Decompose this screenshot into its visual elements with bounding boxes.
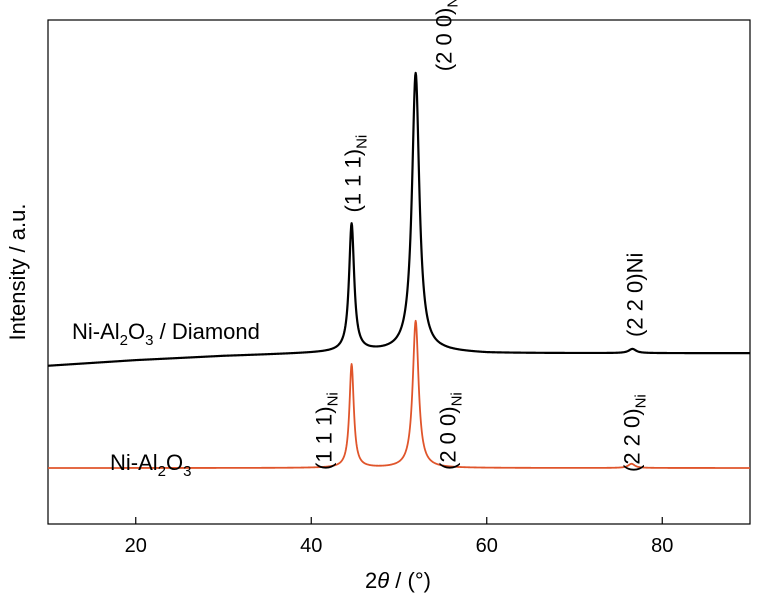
peak-label-ni-al2o3-1: (2 0 0)Ni: [436, 392, 466, 470]
x-axis-label-theta: θ: [377, 568, 389, 593]
x-tick-label-40: 40: [300, 535, 322, 557]
x-tick-label-20: 20: [125, 535, 147, 557]
peak-label-ni-al2o3-0: (1 1 1)Ni: [312, 392, 342, 470]
x-axis-label-unit: / (°): [389, 568, 431, 593]
peak-label-ni-al2o3-diamond-2: (2 2 0)Ni: [622, 253, 647, 337]
series-line-ni-al2o3-diamond: [47, 71, 751, 367]
x-tick-label-80: 80: [651, 535, 673, 557]
x-axis: 20 40 60 80: [125, 517, 673, 557]
peak-label-ni-al2o3-diamond-1: (2 0 0)Ni: [432, 0, 462, 71]
series-label-ni-al2o3-diamond: Ni-Al2O3 / Diamond: [72, 319, 260, 349]
series-line-ni-al2o3: [47, 319, 751, 469]
peak-label-ni-al2o3-diamond-0: (1 1 1)Ni: [341, 135, 371, 213]
y-axis-label: Intensity / a.u.: [5, 204, 30, 341]
series-label-ni-al2o3: Ni-Al2O3: [110, 450, 191, 480]
peak-label-ni-al2o3-2: (2 2 0)Ni: [620, 394, 650, 472]
series-layer: [47, 71, 751, 469]
peak-annotations: (1 1 1)Ni (2 0 0)Ni (2 2 0)Ni (1 1 1)Ni (2 0…: [312, 0, 650, 472]
x-axis-label: 2θ / (°): [365, 568, 431, 593]
x-tick-label-60: 60: [476, 535, 498, 557]
x-axis-label-number: 2: [365, 568, 377, 593]
plot-frame: [47, 19, 751, 525]
